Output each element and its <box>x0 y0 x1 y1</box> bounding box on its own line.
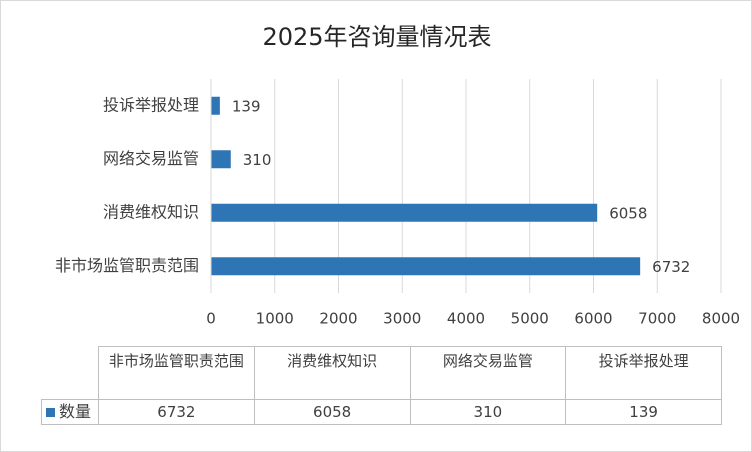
table-value: 139 <box>565 399 722 425</box>
value-label: 139 <box>232 97 261 115</box>
table-header: 网络交易监管 <box>409 346 567 400</box>
y-tick-label: 网络交易监管 <box>103 149 199 168</box>
x-tick-label: 6000 <box>574 310 612 328</box>
bar <box>211 96 220 115</box>
table-header: 非市场监管职责范围 <box>98 346 255 400</box>
x-tick-label: 5000 <box>511 310 549 328</box>
x-tick-label: 2000 <box>319 310 357 328</box>
x-tick-label: 4000 <box>447 310 485 328</box>
bar <box>211 150 231 169</box>
table-header: 消费维权知识 <box>253 346 411 400</box>
x-tick-label: 0 <box>206 310 216 328</box>
bar <box>211 203 598 222</box>
legend-key <box>46 408 55 417</box>
bar <box>211 257 641 276</box>
chart-title: 2025年咨询量情况表 <box>262 23 491 51</box>
x-tick-label: 1000 <box>256 310 294 328</box>
value-label: 6058 <box>609 204 647 222</box>
y-tick-label: 非市场监管职责范围 <box>55 256 199 275</box>
table-legend: 数量 <box>41 399 99 425</box>
y-tick-label: 投诉举报处理 <box>103 95 199 114</box>
table-value: 6732 <box>98 399 255 425</box>
y-tick-label: 消费维权知识 <box>103 202 199 221</box>
legend-label: 数量 <box>59 402 92 421</box>
value-label: 310 <box>243 151 272 169</box>
value-label: 6732 <box>652 258 690 276</box>
x-tick-label: 7000 <box>638 310 676 328</box>
table-value: 6058 <box>253 399 411 425</box>
x-tick-label: 8000 <box>702 310 740 328</box>
table-header: 投诉举报处理 <box>565 346 722 400</box>
x-tick-label: 3000 <box>383 310 421 328</box>
table-value: 310 <box>409 399 567 425</box>
